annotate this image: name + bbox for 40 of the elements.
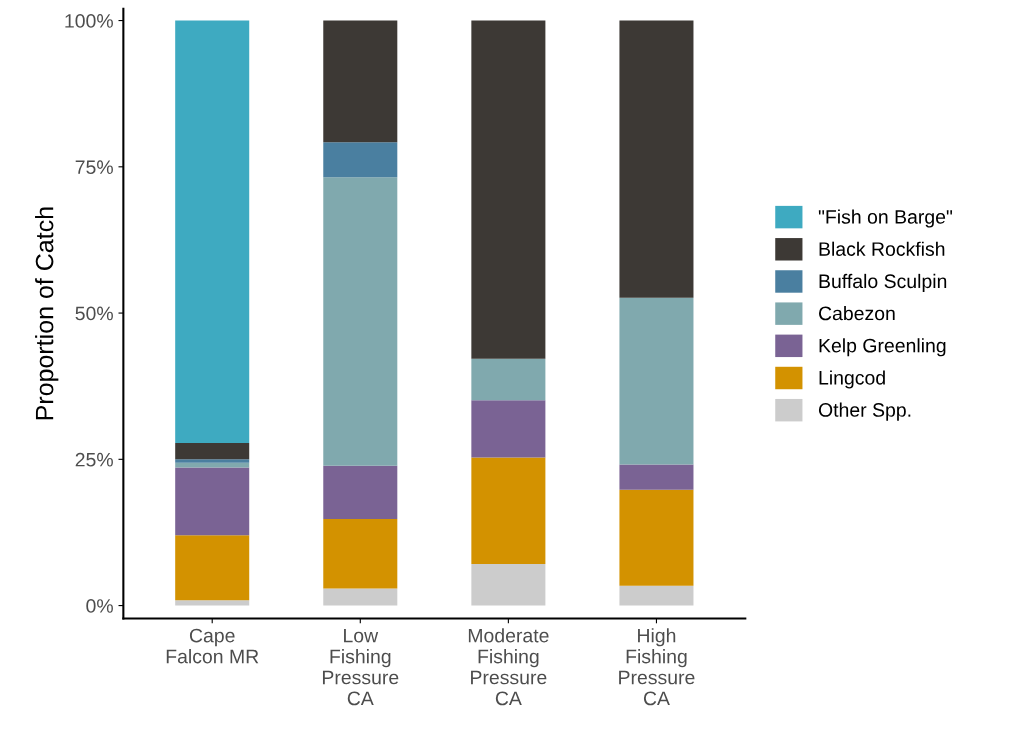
legend-label: Kelp Greenling [819, 338, 946, 357]
bar [323, 177, 398, 466]
y-tick-label: 75% [75, 160, 113, 175]
bar [175, 462, 250, 468]
x-tick-label: Low Fishing Pressure CA [322, 628, 399, 706]
bar [619, 297, 694, 465]
legend-label: "Fish on Barge" [818, 209, 953, 228]
bar [323, 518, 398, 589]
y-tick-label: 25% [75, 452, 113, 467]
x-tick-label: Cape Falcon MR [166, 628, 259, 664]
y-tick-label: 50% [75, 306, 113, 321]
y-tick-label: 100% [65, 14, 113, 28]
legend-label: Other Spp. [818, 402, 911, 421]
bar [323, 465, 398, 519]
x-tick-label: High Fishing Pressure CA [619, 628, 695, 706]
bar [175, 600, 250, 606]
bar [619, 585, 694, 606]
legend-label: Buffalo Sculpin [819, 273, 947, 292]
bar [619, 464, 694, 490]
y-tick-label: 0% [86, 599, 113, 613]
bar [471, 457, 546, 565]
legend-label: Black Rockfish [819, 241, 945, 256]
bar [175, 20, 250, 443]
bar [619, 20, 694, 298]
legend-label: Cabezon [819, 306, 895, 321]
y-axis-title: Proportion of Catch [35, 207, 59, 420]
bar [323, 142, 398, 178]
bar [323, 588, 398, 606]
x-tick-label: Moderate Fishing Pressure CA [468, 628, 549, 706]
bar [323, 20, 398, 143]
bar [471, 20, 546, 359]
bar [175, 467, 250, 536]
bar [619, 489, 694, 586]
bar [175, 535, 250, 601]
bar [471, 564, 546, 606]
bar [175, 459, 250, 463]
bar [471, 358, 546, 401]
bar [471, 400, 546, 458]
legend-label: Lingcod [819, 370, 885, 389]
bar [175, 442, 250, 460]
